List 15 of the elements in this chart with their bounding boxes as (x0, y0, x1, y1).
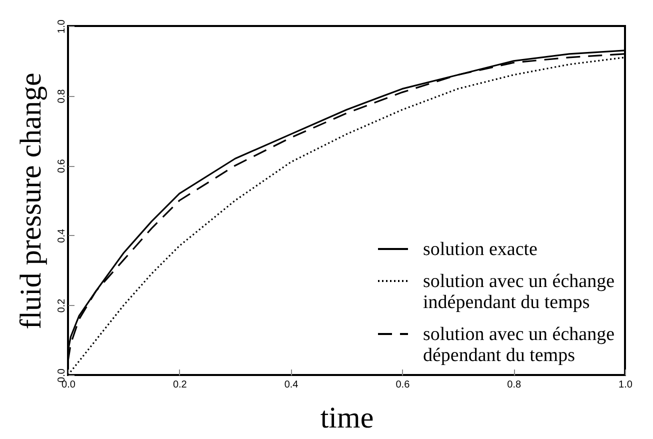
y-tick-label: 0.2 (56, 298, 68, 313)
x-tick-label: 0.4 (284, 380, 299, 390)
x-axis-title: time (320, 402, 374, 434)
y-tick-label: 0.6 (56, 158, 68, 174)
y-axis-title: fluid pressure change (14, 72, 48, 330)
y-tick-label: 0.8 (56, 88, 68, 104)
legend-label: solution exacte (423, 239, 538, 260)
legend-label: solution avec un échange indépendant du temps (423, 271, 615, 313)
x-tick-label: 0.2 (172, 380, 188, 390)
y-tick-label: 1.0 (56, 19, 68, 34)
y-tick-label: 0.4 (56, 228, 68, 243)
legend-label: solution avec un échange dépendant du temps (423, 324, 615, 366)
x-tick-label: 0.6 (396, 380, 410, 390)
x-tick-label: 1.0 (618, 380, 633, 390)
x-tick-label: 0.8 (507, 380, 522, 390)
